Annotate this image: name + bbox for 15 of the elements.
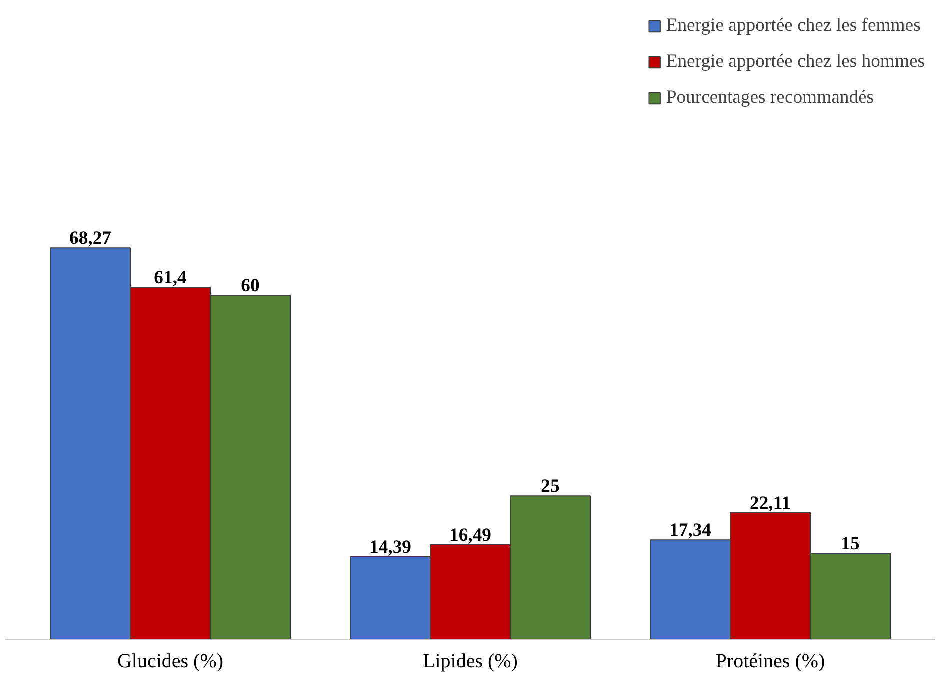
data-label: 22,11: [750, 492, 791, 514]
legend-label: Energie apportée chez les hommes: [666, 51, 925, 73]
data-label: 14,39: [370, 537, 412, 558]
data-label: 17,34: [670, 520, 712, 542]
x-tick-label: Protéines (%): [716, 650, 826, 672]
data-label: 25: [541, 476, 560, 498]
data-label: 60: [241, 276, 260, 297]
legend-label: Energie apportée chez les femmes: [666, 15, 921, 37]
x-tick-label: Glucides (%): [117, 650, 224, 672]
data-label: 68,27: [70, 228, 112, 250]
data-label: 61,4: [154, 268, 187, 289]
x-tick-label: Lipides (%): [423, 650, 518, 672]
data-label: 15: [841, 534, 860, 555]
legend-label: Pourcentages recommandés: [666, 87, 874, 109]
data-label: 16,49: [450, 524, 492, 546]
